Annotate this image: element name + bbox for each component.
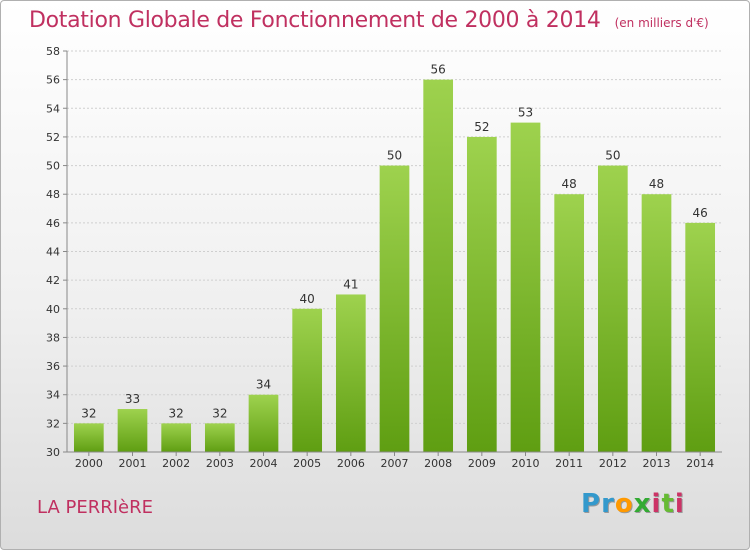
y-tick-label: 50 — [46, 160, 60, 173]
bar — [248, 394, 279, 452]
data-label: 32 — [169, 406, 184, 420]
y-tick-label: 54 — [46, 102, 60, 115]
x-tick-label: 2013 — [643, 457, 671, 470]
bar — [641, 194, 672, 452]
y-tick-label: 38 — [46, 331, 60, 344]
data-label: 53 — [518, 106, 533, 120]
y-tick-label: 44 — [46, 246, 60, 259]
y-tick-label: 42 — [46, 274, 60, 287]
x-tick-label: 2008 — [424, 457, 452, 470]
proxiti-logo: Proxiti — [581, 489, 685, 519]
bar — [685, 222, 716, 452]
logo-letter: x — [633, 489, 652, 519]
data-label: 32 — [81, 406, 96, 420]
logo-letter: P — [581, 489, 602, 519]
x-tick-label: 2003 — [206, 457, 234, 470]
chart-title: Dotation Globale de Fonctionnement de 20… — [29, 8, 709, 33]
y-tick-label: 56 — [46, 74, 60, 87]
data-label: 33 — [125, 392, 140, 406]
logo-letter: r — [601, 489, 615, 519]
x-tick-label: 2007 — [381, 457, 409, 470]
bar — [73, 423, 104, 452]
data-label: 48 — [562, 177, 577, 191]
x-tick-label: 2001 — [119, 457, 147, 470]
y-tick-label: 58 — [46, 45, 60, 58]
logo-letter: t — [661, 489, 675, 519]
y-tick-label: 52 — [46, 131, 60, 144]
bar — [510, 122, 541, 452]
data-label: 40 — [300, 292, 315, 306]
bar — [466, 136, 497, 452]
bar — [292, 308, 323, 452]
y-tick-label: 34 — [46, 389, 60, 402]
data-label: 32 — [212, 406, 227, 420]
bar — [554, 194, 585, 452]
x-tick-label: 2004 — [250, 457, 278, 470]
x-tick-label: 2006 — [337, 457, 365, 470]
logo-letter: i — [674, 489, 685, 519]
bar — [204, 423, 235, 452]
data-label: 41 — [343, 277, 358, 291]
y-tick-label: 40 — [46, 303, 60, 316]
data-label: 46 — [693, 206, 708, 220]
x-tick-label: 2014 — [686, 457, 714, 470]
x-tick-label: 2005 — [293, 457, 321, 470]
x-tick-label: 2002 — [162, 457, 190, 470]
data-label: 50 — [387, 149, 402, 163]
logo-letter: i — [651, 489, 662, 519]
y-tick-label: 46 — [46, 217, 60, 230]
data-label: 34 — [256, 378, 271, 392]
title-text: Dotation Globale de Fonctionnement de 20… — [29, 8, 601, 33]
data-label: 56 — [431, 63, 446, 77]
data-label: 48 — [649, 177, 664, 191]
y-tick-label: 48 — [46, 188, 60, 201]
unit-label: (en milliers d'€) — [614, 16, 709, 30]
bar — [117, 409, 148, 452]
logo-letter: o — [614, 489, 634, 519]
data-label: 50 — [605, 149, 620, 163]
bar — [335, 294, 366, 452]
x-tick-label: 2009 — [468, 457, 496, 470]
bar — [379, 165, 410, 453]
bar — [597, 165, 628, 453]
x-tick-label: 2011 — [555, 457, 583, 470]
bar — [161, 423, 192, 452]
y-tick-label: 36 — [46, 360, 60, 373]
place-name: LA PERRIèRE — [37, 497, 153, 518]
data-label: 52 — [474, 120, 489, 134]
bar — [423, 79, 454, 453]
y-tick-label: 30 — [46, 446, 60, 459]
x-tick-label: 2000 — [75, 457, 103, 470]
x-tick-label: 2012 — [599, 457, 627, 470]
y-tick-label: 32 — [46, 417, 60, 430]
x-tick-label: 2010 — [512, 457, 540, 470]
